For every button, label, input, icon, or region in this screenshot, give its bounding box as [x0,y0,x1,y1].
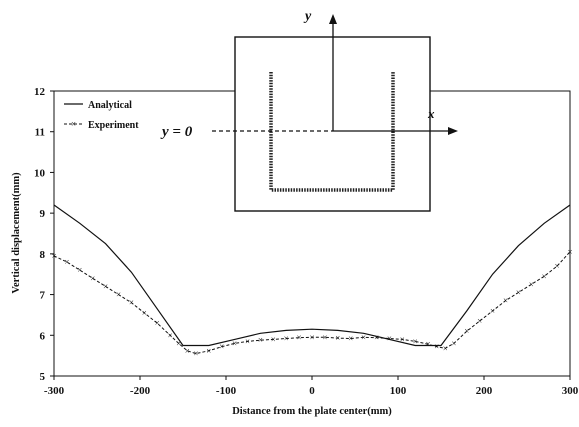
x-tick-label: 100 [390,385,407,397]
data-point-experiment: × [322,332,327,342]
series-layer: × × × × × × × × × × × × × × × × × × × × × × × × × × × × × × × × × × × × × × × ×… [51,204,573,359]
data-point-experiment: × [103,281,108,291]
plate-inset-diagram: y x y = 0 [160,9,458,212]
data-point-experiment: × [400,334,405,344]
data-point-experiment: × [284,334,289,344]
y-axis-label: Vertical displacement(mm) [11,172,22,294]
data-point-experiment: × [129,298,134,308]
data-point-experiment: × [434,342,439,352]
data-point-experiment: × [443,343,448,353]
data-point-experiment: × [142,308,147,318]
data-point-experiment: × [516,288,521,298]
data-point-experiment: × [490,306,495,316]
data-point-experiment: × [232,338,237,348]
x-axis-label: Distance from the plate center(mm) [232,406,392,417]
data-point-experiment: × [271,334,276,344]
data-point-experiment: × [116,290,121,300]
x-tick-label: -200 [130,385,151,397]
section-label: y = 0 [160,124,193,140]
series-line-analytical [53,204,571,347]
data-point-experiment: × [193,349,198,359]
inset-x-label: x [427,106,435,121]
data-point-experiment: × [155,318,160,328]
y-tick-label: 12 [34,86,46,98]
legend-label-analytical: Analytical [88,100,132,111]
inset-x-axis-arrowhead [448,127,458,135]
y-tick-label: 7 [40,290,46,302]
data-point-experiment: × [309,332,314,342]
data-point-experiment: × [335,333,340,343]
x-tick-label: -100 [216,385,237,397]
data-point-experiment: × [361,332,366,342]
legend: Analytical × Experiment [64,100,139,131]
data-point-experiment: × [413,336,418,346]
data-point-experiment: × [168,330,173,340]
data-point-experiment: × [426,339,431,349]
data-point-experiment: × [51,251,56,261]
data-point-experiment: × [258,335,263,345]
data-point-experiment: × [529,279,534,289]
inset-y-label: y [303,9,312,24]
tick-layer: -300 -200 -100 0 100 200 300 5 6 7 8 9 10 11 12 [34,86,579,397]
x-tick-label: 300 [562,385,579,397]
y-tick-label: 10 [34,167,46,179]
data-point-experiment: × [64,257,69,267]
u-shaped-crack [269,72,395,192]
x-tick-label: -300 [44,385,65,397]
data-point-experiment: × [245,336,250,346]
data-point-experiment: × [555,261,560,271]
legend-marker-experiment: × [71,119,76,129]
y-tick-label: 5 [40,371,46,383]
data-point-experiment: × [297,333,302,343]
y-tick-label: 11 [35,127,45,139]
data-point-experiment: × [206,346,211,356]
legend-label-experiment: Experiment [88,120,139,131]
data-point-experiment: × [451,338,456,348]
x-tick-label: 200 [476,385,493,397]
data-point-experiment: × [567,247,572,257]
data-point-experiment: × [464,326,469,336]
series-line-experiment [53,251,571,355]
data-point-experiment: × [219,342,224,352]
data-point-experiment: × [542,271,547,281]
y-tick-label: 8 [40,249,46,261]
data-point-experiment: × [176,338,181,348]
data-point-experiment: × [185,346,190,356]
y-tick-label: 6 [40,330,46,342]
y-tick-label: 9 [40,208,46,220]
data-point-experiment: × [374,333,379,343]
data-point-experiment: × [503,296,508,306]
data-point-experiment: × [387,334,392,344]
data-point-experiment: × [477,316,482,326]
inset-y-axis-arrowhead [329,14,337,24]
x-tick-label: 0 [309,385,315,397]
data-point-experiment: × [348,334,353,344]
data-point-experiment: × [77,265,82,275]
data-point-experiment: × [90,273,95,283]
